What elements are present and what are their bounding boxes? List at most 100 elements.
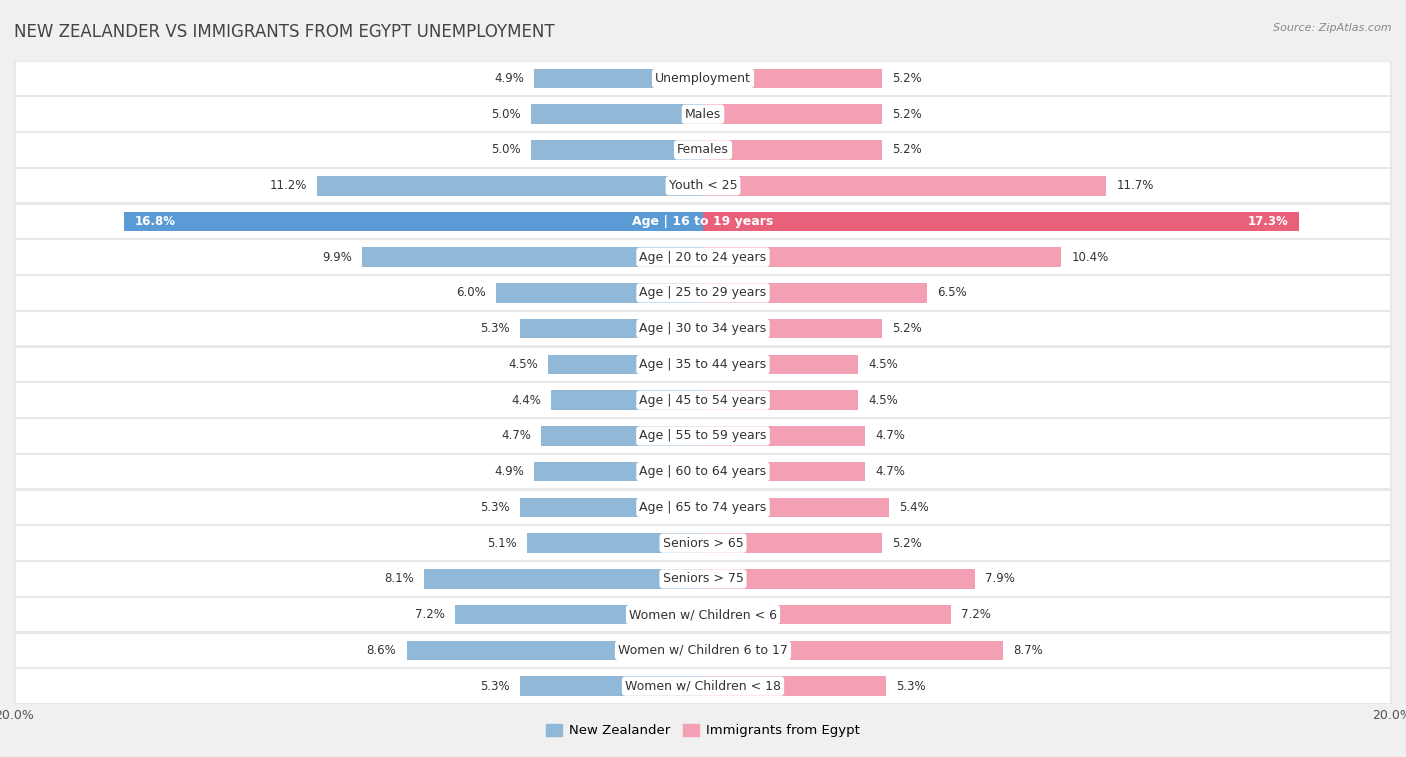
Bar: [548, 354, 703, 374]
Text: 5.0%: 5.0%: [491, 107, 520, 120]
Bar: [703, 676, 886, 696]
FancyBboxPatch shape: [14, 96, 1392, 132]
FancyBboxPatch shape: [15, 419, 1391, 453]
Text: 6.0%: 6.0%: [456, 286, 486, 300]
Bar: [531, 104, 703, 124]
FancyBboxPatch shape: [15, 61, 1391, 95]
Text: 7.2%: 7.2%: [415, 608, 444, 621]
FancyBboxPatch shape: [14, 489, 1392, 525]
Bar: [703, 497, 889, 517]
Text: 4.5%: 4.5%: [869, 358, 898, 371]
Bar: [534, 69, 703, 89]
Text: Age | 55 to 59 years: Age | 55 to 59 years: [640, 429, 766, 442]
Text: 5.2%: 5.2%: [893, 537, 922, 550]
FancyBboxPatch shape: [15, 276, 1391, 310]
Text: 5.3%: 5.3%: [481, 322, 510, 335]
Bar: [703, 354, 858, 374]
FancyBboxPatch shape: [14, 597, 1392, 633]
FancyBboxPatch shape: [14, 346, 1392, 382]
FancyBboxPatch shape: [15, 491, 1391, 524]
Text: Age | 65 to 74 years: Age | 65 to 74 years: [640, 501, 766, 514]
Text: 16.8%: 16.8%: [135, 215, 176, 228]
Text: 8.1%: 8.1%: [384, 572, 413, 585]
Bar: [703, 69, 882, 89]
Bar: [520, 319, 703, 338]
FancyBboxPatch shape: [14, 668, 1392, 704]
Bar: [531, 140, 703, 160]
FancyBboxPatch shape: [15, 312, 1391, 345]
Text: 6.5%: 6.5%: [938, 286, 967, 300]
FancyBboxPatch shape: [15, 526, 1391, 560]
FancyBboxPatch shape: [15, 169, 1391, 202]
FancyBboxPatch shape: [15, 634, 1391, 667]
Bar: [703, 248, 1062, 267]
Text: Seniors > 75: Seniors > 75: [662, 572, 744, 585]
Text: 17.3%: 17.3%: [1249, 215, 1289, 228]
Text: Age | 16 to 19 years: Age | 16 to 19 years: [633, 215, 773, 228]
Text: 5.2%: 5.2%: [893, 143, 922, 157]
Text: 5.2%: 5.2%: [893, 72, 922, 85]
FancyBboxPatch shape: [14, 453, 1392, 490]
FancyBboxPatch shape: [14, 561, 1392, 597]
Text: 5.0%: 5.0%: [491, 143, 520, 157]
Text: 5.2%: 5.2%: [893, 322, 922, 335]
Text: 5.1%: 5.1%: [488, 537, 517, 550]
FancyBboxPatch shape: [14, 275, 1392, 311]
Text: Age | 45 to 54 years: Age | 45 to 54 years: [640, 394, 766, 407]
Bar: [318, 176, 703, 195]
Bar: [703, 140, 882, 160]
FancyBboxPatch shape: [14, 132, 1392, 168]
Text: 4.9%: 4.9%: [494, 465, 524, 478]
FancyBboxPatch shape: [15, 562, 1391, 596]
Bar: [551, 391, 703, 410]
Bar: [703, 640, 1002, 660]
Text: Unemployment: Unemployment: [655, 72, 751, 85]
Text: 7.9%: 7.9%: [986, 572, 1015, 585]
FancyBboxPatch shape: [14, 418, 1392, 454]
Bar: [703, 283, 927, 303]
FancyBboxPatch shape: [14, 61, 1392, 97]
Bar: [703, 319, 882, 338]
Text: Women w/ Children < 18: Women w/ Children < 18: [626, 680, 780, 693]
Bar: [703, 605, 950, 625]
Text: 4.4%: 4.4%: [512, 394, 541, 407]
Text: Age | 60 to 64 years: Age | 60 to 64 years: [640, 465, 766, 478]
Bar: [124, 212, 703, 231]
Text: Females: Females: [678, 143, 728, 157]
Legend: New Zealander, Immigrants from Egypt: New Zealander, Immigrants from Egypt: [541, 718, 865, 743]
Text: 5.3%: 5.3%: [481, 501, 510, 514]
Bar: [496, 283, 703, 303]
Text: Source: ZipAtlas.com: Source: ZipAtlas.com: [1274, 23, 1392, 33]
Text: 11.2%: 11.2%: [270, 179, 307, 192]
Text: 5.3%: 5.3%: [896, 680, 925, 693]
FancyBboxPatch shape: [15, 455, 1391, 488]
FancyBboxPatch shape: [15, 669, 1391, 703]
Bar: [703, 104, 882, 124]
FancyBboxPatch shape: [15, 347, 1391, 382]
Text: 5.2%: 5.2%: [893, 107, 922, 120]
Bar: [703, 212, 1299, 231]
FancyBboxPatch shape: [15, 98, 1391, 131]
Text: 4.5%: 4.5%: [869, 394, 898, 407]
Bar: [520, 676, 703, 696]
FancyBboxPatch shape: [15, 383, 1391, 417]
Text: 4.7%: 4.7%: [501, 429, 531, 442]
Text: 4.7%: 4.7%: [875, 465, 905, 478]
FancyBboxPatch shape: [15, 133, 1391, 167]
FancyBboxPatch shape: [14, 239, 1392, 276]
Text: 9.9%: 9.9%: [322, 251, 352, 263]
Bar: [703, 462, 865, 481]
Text: Age | 35 to 44 years: Age | 35 to 44 years: [640, 358, 766, 371]
Text: Age | 30 to 34 years: Age | 30 to 34 years: [640, 322, 766, 335]
Text: 4.9%: 4.9%: [494, 72, 524, 85]
Text: Youth < 25: Youth < 25: [669, 179, 737, 192]
FancyBboxPatch shape: [14, 203, 1392, 240]
Text: 4.7%: 4.7%: [875, 429, 905, 442]
Text: 5.3%: 5.3%: [481, 680, 510, 693]
Text: NEW ZEALANDER VS IMMIGRANTS FROM EGYPT UNEMPLOYMENT: NEW ZEALANDER VS IMMIGRANTS FROM EGYPT U…: [14, 23, 555, 41]
Bar: [534, 462, 703, 481]
Bar: [406, 640, 703, 660]
Text: Women w/ Children < 6: Women w/ Children < 6: [628, 608, 778, 621]
Text: Age | 20 to 24 years: Age | 20 to 24 years: [640, 251, 766, 263]
FancyBboxPatch shape: [15, 204, 1391, 238]
